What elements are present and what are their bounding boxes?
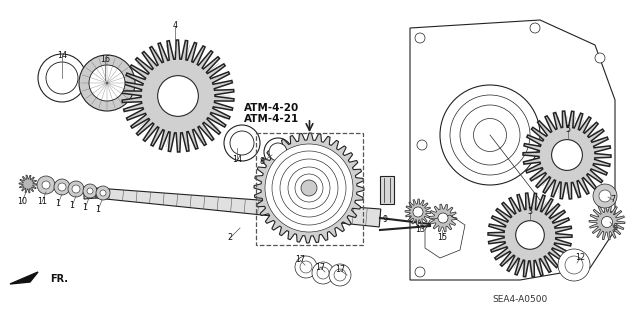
Circle shape: [417, 140, 427, 150]
Circle shape: [450, 95, 530, 175]
Text: 17: 17: [295, 256, 305, 264]
Circle shape: [54, 179, 70, 195]
Circle shape: [89, 65, 125, 101]
Text: 10: 10: [17, 197, 27, 206]
Text: 5: 5: [565, 125, 571, 135]
Bar: [256, 133, 363, 245]
Circle shape: [295, 174, 323, 202]
Circle shape: [280, 159, 338, 217]
Text: 3: 3: [527, 207, 532, 217]
Polygon shape: [405, 199, 431, 225]
Circle shape: [474, 118, 506, 152]
Circle shape: [595, 53, 605, 63]
Text: 15: 15: [437, 234, 447, 242]
Circle shape: [312, 262, 334, 284]
Polygon shape: [19, 175, 37, 193]
Polygon shape: [95, 188, 381, 227]
Text: 14: 14: [57, 50, 67, 60]
Circle shape: [38, 54, 86, 102]
Text: SEA4-A0500: SEA4-A0500: [492, 295, 548, 305]
Circle shape: [46, 62, 78, 94]
Text: 4: 4: [173, 21, 177, 31]
Circle shape: [272, 151, 346, 225]
Polygon shape: [523, 111, 611, 199]
Text: 6: 6: [612, 224, 618, 233]
Text: 12: 12: [575, 254, 585, 263]
Circle shape: [415, 267, 425, 277]
Circle shape: [334, 269, 346, 281]
Circle shape: [42, 181, 50, 189]
Bar: [380, 176, 394, 204]
Circle shape: [599, 190, 611, 202]
Text: 11: 11: [37, 197, 47, 206]
Polygon shape: [589, 204, 625, 240]
Circle shape: [68, 181, 84, 197]
Circle shape: [100, 190, 106, 196]
Circle shape: [575, 263, 585, 273]
Circle shape: [300, 261, 312, 273]
Circle shape: [264, 138, 292, 166]
Circle shape: [558, 249, 590, 281]
Circle shape: [295, 256, 317, 278]
Circle shape: [415, 33, 425, 43]
Polygon shape: [429, 204, 457, 232]
Circle shape: [438, 213, 448, 223]
Circle shape: [58, 183, 66, 191]
Text: 1: 1: [70, 202, 74, 211]
Circle shape: [157, 76, 198, 116]
Text: 2: 2: [227, 234, 232, 242]
Text: 17: 17: [335, 265, 345, 275]
Text: ATM-4-21: ATM-4-21: [244, 114, 300, 124]
Circle shape: [83, 184, 97, 198]
Circle shape: [269, 143, 287, 161]
Circle shape: [37, 176, 55, 194]
Circle shape: [301, 180, 317, 196]
Circle shape: [317, 267, 329, 279]
Circle shape: [87, 188, 93, 194]
Text: 14: 14: [232, 155, 242, 165]
Circle shape: [565, 256, 583, 274]
Text: 17: 17: [315, 263, 325, 271]
Circle shape: [593, 184, 617, 208]
Circle shape: [79, 55, 135, 111]
Text: 1: 1: [95, 205, 100, 214]
Text: 16: 16: [100, 56, 110, 64]
Text: 9: 9: [383, 216, 388, 225]
Text: 7: 7: [611, 196, 616, 204]
Circle shape: [460, 105, 520, 165]
Circle shape: [288, 167, 330, 209]
Text: 1: 1: [56, 199, 61, 209]
Text: FR.: FR.: [50, 274, 68, 284]
Circle shape: [413, 207, 423, 217]
Polygon shape: [10, 272, 38, 284]
Text: ATM-4-20: ATM-4-20: [244, 103, 300, 113]
Circle shape: [552, 140, 582, 170]
Circle shape: [530, 23, 540, 33]
Polygon shape: [488, 193, 572, 277]
Circle shape: [72, 185, 80, 193]
Text: 1: 1: [83, 204, 88, 212]
Circle shape: [230, 131, 254, 155]
Text: 13: 13: [415, 226, 425, 234]
Polygon shape: [84, 187, 96, 199]
Circle shape: [440, 85, 540, 185]
Circle shape: [516, 221, 544, 249]
Circle shape: [603, 210, 613, 220]
Text: 8: 8: [259, 158, 264, 167]
Circle shape: [96, 186, 110, 200]
Polygon shape: [122, 40, 234, 152]
Circle shape: [224, 125, 260, 161]
Circle shape: [602, 217, 612, 227]
Polygon shape: [254, 133, 364, 243]
Circle shape: [265, 144, 353, 232]
Circle shape: [329, 264, 351, 286]
